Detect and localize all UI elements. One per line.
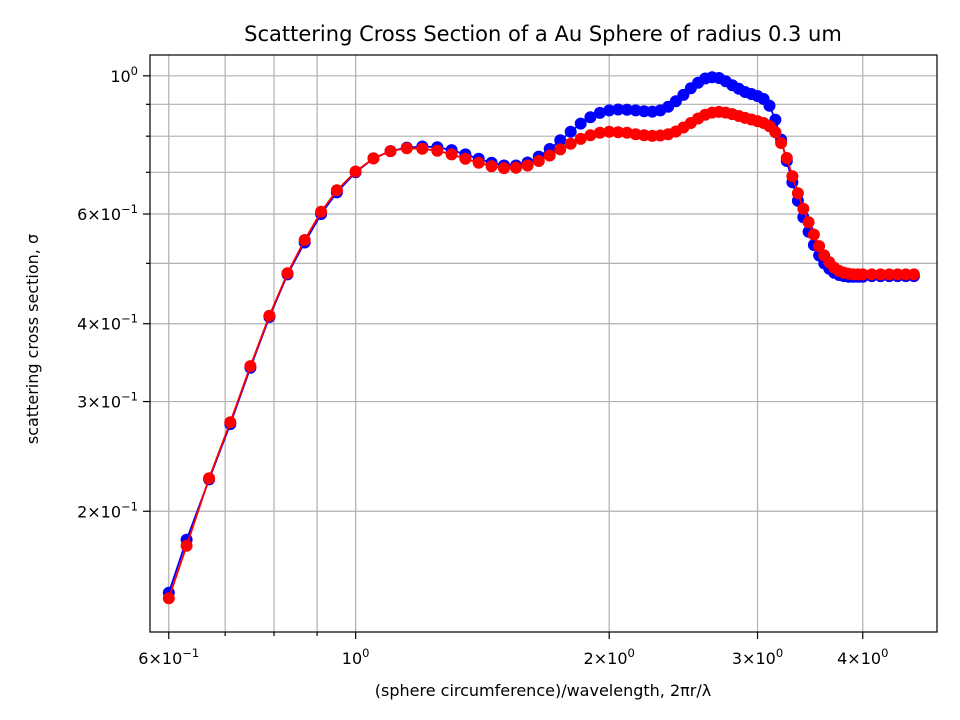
- x-tick-label: 2×100: [584, 646, 635, 668]
- data-point: [763, 99, 776, 112]
- tick-labels: 6×10−1 100 2×100 3×100 4×100 2×10−1 3×10−1 4×10…: [77, 64, 888, 668]
- data-point: [384, 145, 397, 158]
- data-point: [612, 103, 625, 116]
- data-point: [786, 170, 799, 183]
- data-point: [593, 126, 606, 139]
- data-point: [813, 240, 826, 253]
- data-point: [224, 416, 237, 429]
- data-point: [472, 156, 485, 169]
- data-point: [802, 216, 815, 229]
- data-point: [574, 117, 587, 130]
- data-point: [593, 106, 606, 119]
- y-tick-label: 2×10−1: [77, 499, 138, 521]
- series-2: [162, 105, 920, 605]
- data-point: [330, 184, 343, 197]
- data-point: [769, 126, 782, 139]
- data-point: [244, 360, 257, 373]
- data-point: [349, 165, 362, 178]
- data-point: [521, 159, 534, 172]
- data-point: [574, 132, 587, 145]
- data-point: [780, 152, 793, 164]
- data-point: [298, 234, 311, 246]
- data-point: [485, 160, 498, 173]
- data-point: [621, 103, 633, 116]
- data-point: [315, 205, 328, 218]
- data-point: [543, 149, 556, 162]
- data-point: [883, 268, 896, 281]
- data-point: [281, 267, 294, 280]
- y-axis-label: scattering cross section, σ: [23, 234, 42, 444]
- data-point: [162, 592, 175, 605]
- data-point: [180, 539, 193, 552]
- data-point: [603, 104, 616, 117]
- data-point: [775, 137, 788, 149]
- data-point: [203, 472, 216, 485]
- axis-ticks: [143, 75, 864, 639]
- data-point: [459, 152, 472, 165]
- data-point: [856, 268, 869, 281]
- data-point: [510, 161, 522, 174]
- y-tick-label: 3×10−1: [77, 390, 138, 412]
- data-point: [584, 111, 597, 124]
- data-point: [498, 162, 510, 175]
- x-tick-label: 3×100: [732, 646, 783, 668]
- data-point: [554, 134, 567, 147]
- plot-series: [162, 71, 920, 605]
- data-point: [584, 129, 597, 142]
- data-point: [263, 309, 276, 322]
- x-tick-label: 6×10−1: [138, 646, 199, 668]
- data-point: [564, 125, 577, 138]
- data-point: [554, 143, 567, 156]
- data-point: [612, 126, 625, 139]
- data-point: [865, 268, 878, 281]
- data-point: [564, 137, 577, 150]
- grid: [150, 55, 937, 632]
- plot-frame: [149, 54, 938, 633]
- data-point: [797, 202, 810, 215]
- x-tick-label: 100: [342, 646, 370, 668]
- data-point: [907, 268, 920, 281]
- data-point: [807, 228, 820, 241]
- chart-title: Scattering Cross Section of a Au Sphere …: [244, 22, 842, 46]
- data-point: [603, 125, 616, 138]
- data-point: [791, 187, 804, 200]
- y-tick-label: 4×10−1: [77, 312, 138, 334]
- y-tick-label: 100: [110, 64, 138, 86]
- data-point: [367, 152, 380, 165]
- x-tick-label: 4×100: [837, 646, 888, 668]
- y-tick-label: 6×10−1: [77, 202, 138, 224]
- data-point: [416, 142, 429, 155]
- data-point: [400, 142, 413, 155]
- data-point: [891, 268, 904, 281]
- x-axis-label: (sphere circumference)/wavelength, 2πr/λ: [375, 681, 711, 700]
- data-point: [874, 268, 887, 281]
- data-point: [445, 148, 458, 161]
- data-point: [431, 144, 444, 157]
- data-point: [532, 155, 545, 167]
